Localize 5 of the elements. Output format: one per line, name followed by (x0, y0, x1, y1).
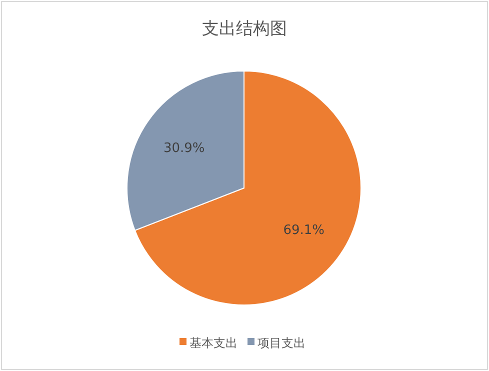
chart-title: 支出结构图 (202, 19, 287, 39)
legend-label: 基本支出 (190, 336, 238, 350)
legend-label: 项目支出 (258, 336, 306, 350)
data-label: 69.1% (283, 222, 325, 238)
data-label: 30.9% (163, 141, 205, 156)
